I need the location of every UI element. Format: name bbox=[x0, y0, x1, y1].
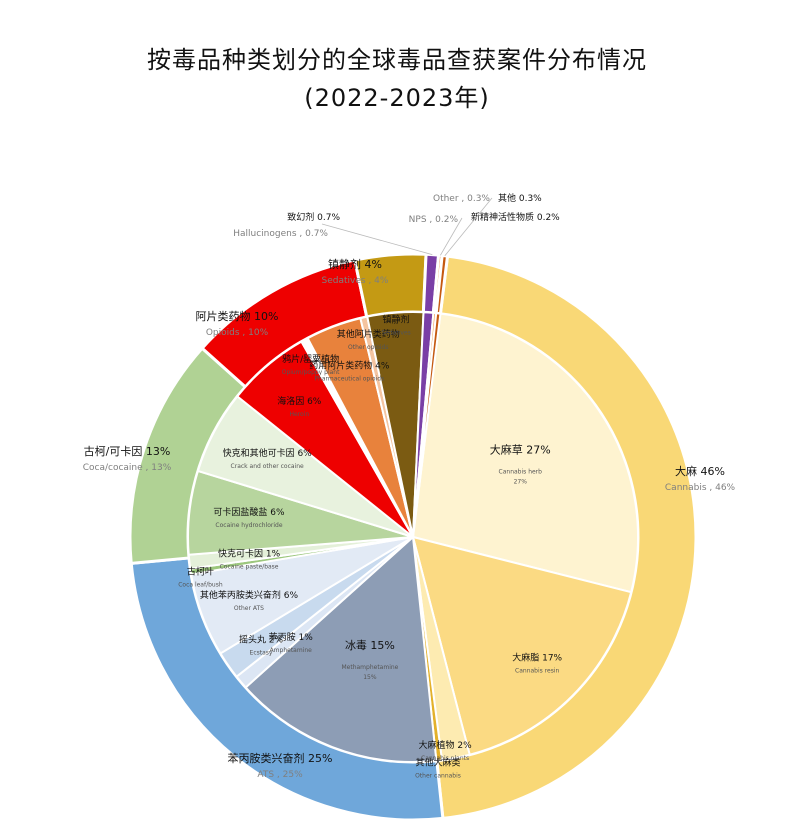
inner-label-en-5: Amphetamine bbox=[270, 647, 313, 654]
inner-label-en-9: Cocaine paste/base bbox=[220, 563, 279, 570]
inner-label-zh-5: 苯丙胺 1% bbox=[269, 631, 314, 643]
inner-label-en-12: Heroin bbox=[289, 411, 309, 418]
inner-label-en-15: Other opioids bbox=[348, 344, 388, 351]
inner-label-zh-8: 古柯叶 bbox=[187, 566, 214, 578]
inner-label-en-8: Coca leaf/bush bbox=[178, 582, 223, 589]
inner-label-zh-10: 可卡因盐酸盐 6% bbox=[213, 506, 285, 518]
other-label-en: Other , 0.3% bbox=[433, 194, 490, 204]
inner-label-zh-6: 摇头丸 2% bbox=[239, 633, 284, 645]
outer-label-zh-0: 大麻 46% bbox=[675, 464, 725, 478]
chart-title-line2: (2022-2023年) bbox=[304, 84, 490, 112]
outer-label-zh-2: 古柯/可卡因 13% bbox=[84, 445, 171, 458]
outer-label-en-0: Cannabis , 46% bbox=[665, 483, 736, 493]
inner-label-zh-12: 海洛因 6% bbox=[277, 395, 322, 407]
inner-label-zh-9: 快克可卡因 1% bbox=[218, 547, 281, 559]
inner-slice-19[interactable] bbox=[412, 312, 442, 538]
inner-label-en-10: Cocaine hydrochloride bbox=[215, 522, 282, 529]
outer-label-en-1: ATS , 25% bbox=[257, 770, 303, 780]
inner-label-en-6: Ecstasy bbox=[250, 649, 273, 656]
inner-label-zh-14: 药用阿片类药物 4% bbox=[309, 360, 390, 372]
inner-label-en-11: Crack and other cocaine bbox=[231, 463, 305, 470]
inner-label-en-2: Cannabis plants bbox=[421, 755, 469, 762]
inner-label-en-7: Other ATS bbox=[234, 605, 264, 612]
outer-label-en-4: Sedatives , 4% bbox=[322, 276, 389, 286]
inner-label-en-14: Pharmaceutical opioids bbox=[314, 376, 384, 383]
inner-label-zh-1: 大麻脂 17% bbox=[512, 651, 562, 663]
inner-label-en-16: Sedatives bbox=[381, 330, 410, 337]
inner-label-zh-0: 大麻草 27% bbox=[490, 443, 551, 457]
inner-label-zh-4: 冰毒 15% bbox=[345, 639, 395, 652]
nps-label-zh: 新精神活性物质 0.2% bbox=[471, 211, 560, 223]
leader-line-5 bbox=[321, 223, 433, 256]
inner-label-en-4: Methamphetamine bbox=[341, 664, 398, 671]
leader-line-7 bbox=[444, 197, 493, 257]
nps-label-en: NPS , 0.2% bbox=[409, 215, 459, 225]
inner-label-pct-0: 27% bbox=[514, 479, 528, 486]
inner-slice-4[interactable] bbox=[244, 534, 438, 763]
outer-label-zh-4: 镇静剂 4% bbox=[328, 257, 382, 271]
inner-label-zh-7: 其他苯丙胺类兴奋剂 6% bbox=[200, 589, 299, 601]
inner-label-en-13: Opium/poppy plant bbox=[282, 369, 340, 376]
inner-label-zh-16: 镇静剂 bbox=[383, 314, 410, 326]
inner-slice-1[interactable] bbox=[411, 535, 633, 756]
outer-label-zh-3: 阿片类药物 10% bbox=[196, 309, 279, 323]
inner-label-zh-11: 快克和其他可卡因 6% bbox=[223, 447, 313, 459]
inner-slice-0[interactable] bbox=[411, 312, 639, 594]
inner-label-pct-4: 15% bbox=[363, 674, 377, 681]
outer-label-zh-1: 苯丙胺类兴奋剂 25% bbox=[228, 751, 333, 765]
inner-label-zh-3: 其他大麻类 bbox=[416, 757, 461, 769]
inner-label-zh-13: 鸦片/罂粟植物 bbox=[282, 353, 339, 365]
outer-label-en-2: Coca/cocaine , 13% bbox=[83, 463, 172, 473]
hallucinogens-label-zh: 致幻剂 0.7% bbox=[287, 211, 340, 223]
leader-line-6 bbox=[440, 217, 463, 256]
inner-label-en-3: Other cannabis bbox=[415, 773, 461, 780]
other-label-zh: 其他 0.3% bbox=[498, 192, 542, 204]
chart-title-line1: 按毒品种类划分的全球毒品查获案件分布情况 bbox=[147, 46, 647, 74]
outer-label-en-3: Opioids , 10% bbox=[206, 328, 269, 338]
hallucinogens-label-en: Hallucinogens , 0.7% bbox=[233, 229, 328, 239]
inner-label-zh-15: 其他阿片类药物 bbox=[337, 328, 400, 340]
inner-label-zh-2: 大麻植物 2% bbox=[418, 739, 472, 751]
inner-label-en-1: Cannabis resin bbox=[515, 667, 559, 674]
inner-label-en-0: Cannabis herb bbox=[499, 469, 543, 476]
